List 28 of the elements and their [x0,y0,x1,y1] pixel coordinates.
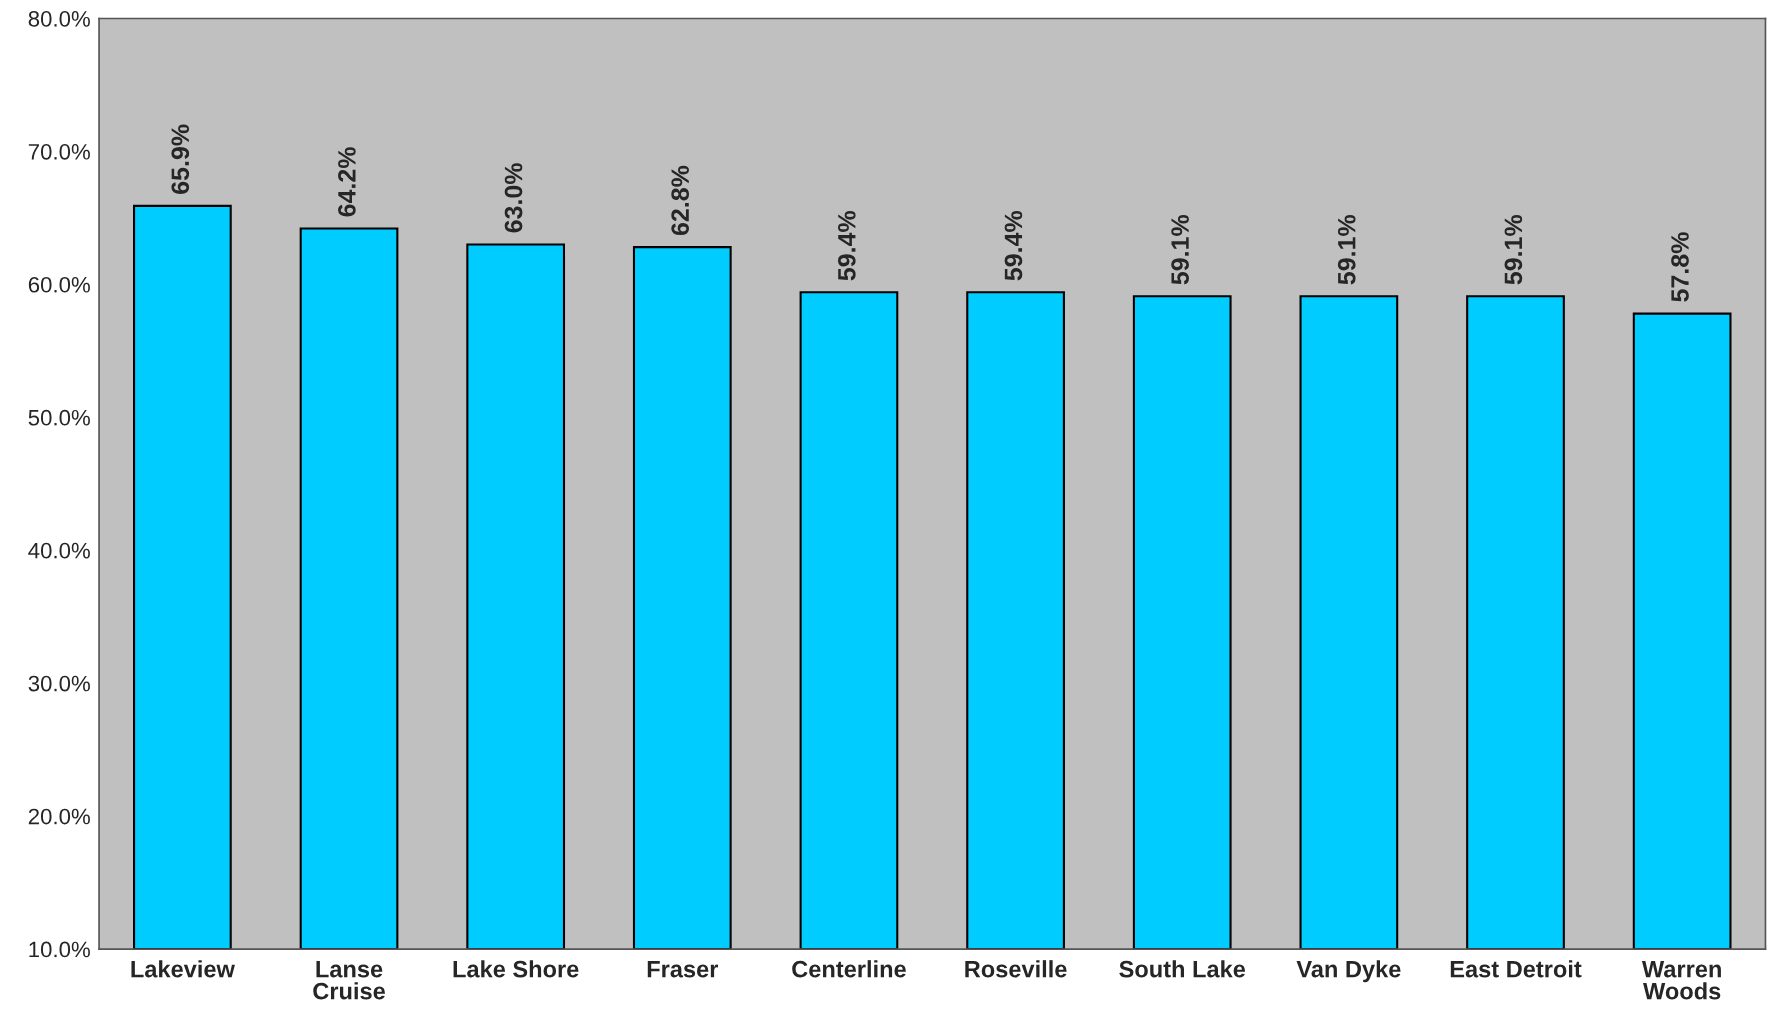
x-tick-label: Fraser [647,961,719,978]
data-label: 59.4% [1004,210,1023,281]
x-tick-label: Centerline [792,960,906,978]
data-label: 59.1% [1337,214,1356,285]
y-tick-label: 30.0% [28,675,90,692]
y-tick-label: 10.0% [29,941,90,958]
x-tick-label: Lanse Cruise [313,961,385,1000]
x-tick-label: Van Dyke [1296,960,1401,983]
data-label: 59.4% [837,210,856,281]
x-tick-label: Lake Shore [453,960,579,978]
data-label: 59.1% [1504,214,1523,285]
x-tick-label: South Lake [1119,960,1246,978]
x-tick-label: Lakeview [131,960,235,978]
y-tick-label: 80.0% [28,11,90,27]
x-tick-label: Roseville [965,960,1067,978]
x-tick-label: Warren Woods [1641,961,1721,1000]
y-tick-label: 40.0% [28,542,90,559]
y-tick-label: 60.0% [28,276,90,293]
x-tick-label: East Detroit [1450,960,1582,978]
data-label: 63.0% [504,163,523,233]
data-label: 65.9% [171,124,190,194]
y-tick-label: 50.0% [28,409,90,426]
data-label: 64.2% [338,147,356,217]
data-label: 57.8% [1671,232,1689,302]
y-tick-label: 70.0% [28,143,90,160]
y-tick-label: 20.0% [28,808,90,825]
data-label: 62.8% [671,165,690,236]
data-label: 59.1% [1171,214,1189,285]
